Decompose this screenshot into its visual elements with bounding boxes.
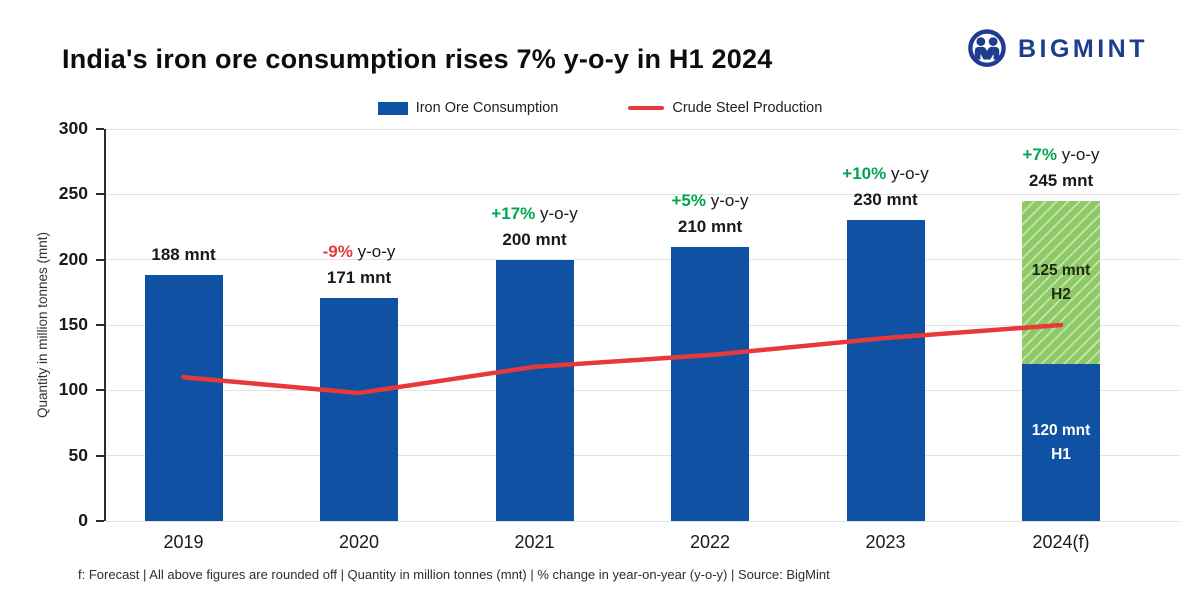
bar-annotation-2020: -9% y-o-y 171 mnt [322, 241, 396, 287]
x-tick-label-2022: 2022 [689, 532, 731, 552]
gridline-200 [105, 259, 1180, 261]
y-tick-mark-100 [96, 389, 104, 392]
y-tick-label-0: 0 [78, 510, 88, 530]
y-tick-label-250: 250 [58, 183, 88, 204]
bar-segment-2020 [320, 297, 398, 521]
bar-segment-2019 [144, 275, 223, 521]
bar-segment-2024(f): 120 mnt H1 [1022, 364, 1100, 521]
bar-segment-2022 [671, 246, 749, 521]
bar-inner-label: 125 mnt H2 [1031, 261, 1091, 303]
bar-segment-2023 [846, 220, 925, 521]
y-tick-mark-300 [96, 128, 104, 130]
page-title: India's iron ore consumption rises 7% y-… [62, 44, 773, 74]
gridline-0 [105, 520, 1180, 522]
bar-annotation-2021: +17% y-o-y 200 mnt [491, 203, 578, 249]
legend-label-iron-ore: Iron Ore Consumption [415, 100, 559, 116]
y-tick-label-200: 200 [58, 248, 88, 269]
gridline-50 [105, 455, 1180, 457]
legend-item-crude-steel: Crude Steel Production [628, 100, 822, 116]
brand-wordmark: BIGMINT [1017, 34, 1148, 63]
legend: Iron Ore Consumption Crude Steel Product… [0, 100, 1200, 116]
line-swatch-icon [628, 106, 665, 110]
brand-logo: BIGMINT [966, 28, 1148, 70]
gridline-150 [105, 324, 1180, 326]
y-axis-line [104, 129, 106, 521]
bar-segment-2024(f): 125 mnt H2 [1022, 200, 1100, 365]
y-tick-label-100: 100 [58, 379, 88, 400]
legend-label-crude-steel: Crude Steel Production [672, 100, 823, 116]
y-tick-mark-0 [96, 520, 104, 522]
bar-segment-2021 [495, 259, 574, 521]
gridline-250 [105, 193, 1180, 195]
bar-annotation-2023: +10% y-o-y 230 mnt [842, 164, 929, 210]
x-tick-label-2020: 2020 [338, 532, 380, 552]
y-tick-mark-150 [96, 324, 104, 326]
y-tick-label-150: 150 [58, 314, 88, 334]
bar-inner-label: 120 mnt H1 [1031, 421, 1091, 463]
y-tick-mark-200 [96, 258, 104, 261]
two-people-circle-icon [968, 29, 1006, 67]
gridline-100 [105, 389, 1180, 391]
y-tick-mark-250 [96, 193, 104, 196]
y-tick-label-300: 300 [58, 118, 88, 138]
x-tick-label-2024(f): 2024(f) [1032, 532, 1090, 552]
x-tick-label-2023: 2023 [865, 532, 906, 552]
bar-annotation-2022: +5% y-o-y 210 mnt [671, 190, 749, 236]
footer-note: f: Forecast | All above figures are roun… [78, 567, 830, 582]
bar-annotation-2019: 188 mnt [151, 245, 216, 265]
gridline-300 [105, 128, 1180, 130]
x-tick-label-2019: 2019 [163, 532, 204, 552]
x-tick-label-2021: 2021 [514, 532, 555, 552]
legend-item-iron-ore: Iron Ore Consumption [377, 100, 559, 116]
bar-swatch-icon [377, 101, 408, 115]
y-tick-mark-50 [96, 454, 104, 457]
bar-annotation-2024(f): +7% y-o-y 245 mnt [1022, 144, 1100, 190]
y-tick-label-50: 50 [68, 444, 88, 465]
